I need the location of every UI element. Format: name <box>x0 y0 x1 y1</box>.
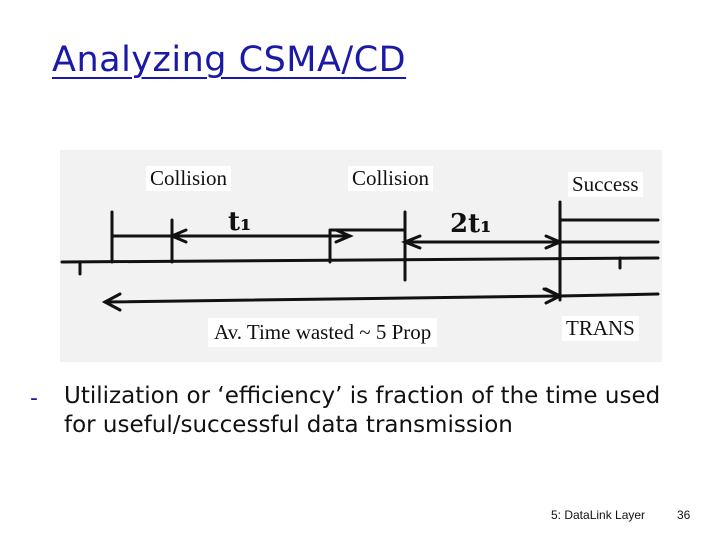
bullet-text: Utilization or ‘efficiency’ is fraction … <box>64 383 661 438</box>
t1-arrowhead-right <box>334 228 354 244</box>
collision-label-2: Collision <box>348 166 434 191</box>
tick-marks <box>78 256 622 276</box>
slide-title: Analyzing CSMA/CD <box>52 40 407 80</box>
time-wasted-label: Av. Time wasted ~ 5 Prop <box>208 318 438 347</box>
collision-slot-1 <box>110 210 174 264</box>
bullet-marker: - <box>30 386 38 411</box>
wasted-arrowhead-left <box>101 292 122 312</box>
trans-label: TRANS <box>562 316 639 341</box>
2t1-arrowhead-left <box>400 234 422 250</box>
collision-label-1: Collision <box>146 166 232 191</box>
footer-chapter: 5: DataLink Layer <box>551 508 646 522</box>
timing-diagram: t₁ 2t₁ Collision Collision Success Av. T… <box>60 150 662 362</box>
wasted-time-arrow <box>103 294 562 304</box>
footer-page-number: 36 <box>677 508 691 522</box>
t1-arrowhead-left <box>168 228 188 244</box>
success-label: Success <box>568 172 643 197</box>
success-slot <box>558 200 660 302</box>
trans-arrowhead <box>542 287 562 298</box>
trans-arrow <box>558 292 660 298</box>
2t1-label: 2t₁ <box>450 209 492 239</box>
collision-slot-2 <box>328 210 407 282</box>
t1-label: t₁ <box>228 207 251 237</box>
